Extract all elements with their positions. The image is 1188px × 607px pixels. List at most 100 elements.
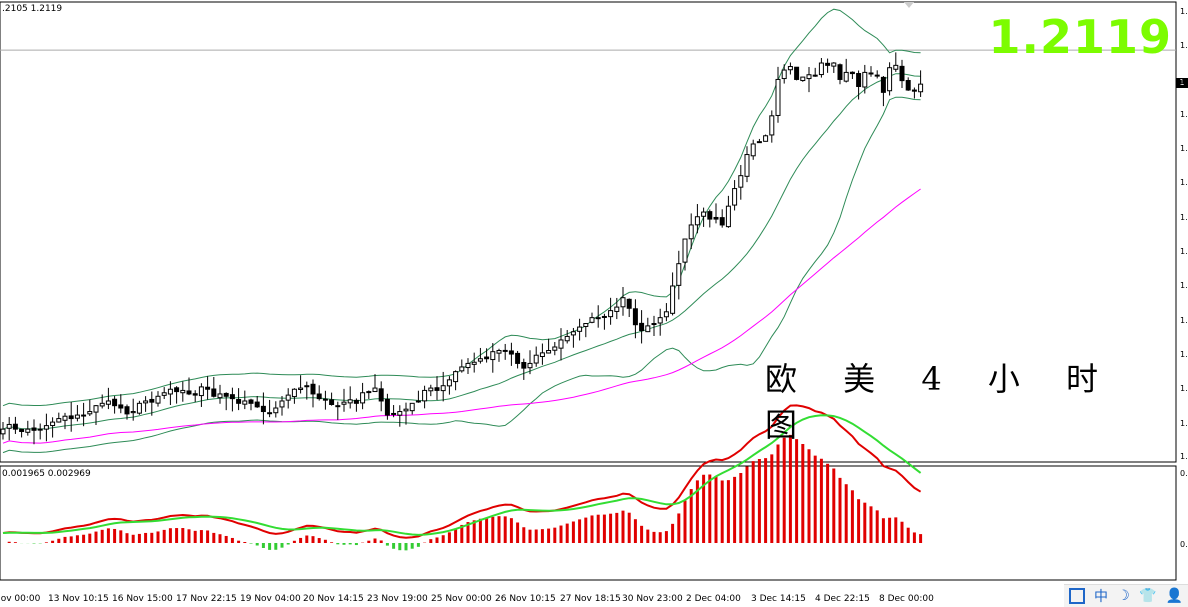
candle-body [335,405,341,408]
price-tick-label: 1. [1180,350,1188,359]
tray-checkbox-icon[interactable] [1068,588,1085,604]
candle-body [149,398,155,403]
candle-body [899,65,905,82]
tray-ime-chinese-icon[interactable]: 中 [1093,589,1108,605]
candle-body [136,402,142,414]
time-tick-label: 2 Dec 04:00 [686,594,741,604]
candle-body [397,411,403,416]
candle-body [186,390,192,395]
candle-body [31,427,37,431]
price-tick-label: 1. [1180,7,1188,16]
candle-body [769,115,775,136]
moving-average-line [2,188,921,444]
candle-body [322,398,328,401]
price-tick-label: 1. [1180,110,1188,119]
price-tick-label: 1. [1180,452,1188,461]
candle-body [496,350,502,354]
candle-body [812,74,818,77]
candle-body [99,402,105,407]
candle-body [657,317,663,324]
tray-shirt-icon[interactable]: 👕 [1139,588,1157,604]
candle-body [676,263,682,286]
candle-body [273,407,279,414]
price-tick-label: 1. [1180,384,1188,393]
current-price-tag: 1 [1176,78,1188,88]
candle-body [546,350,552,354]
tray-user-icon[interactable]: 👤 [1165,588,1184,604]
candle-body [601,315,607,318]
candle-body [490,351,496,361]
time-tick-label: 23 Nov 19:00 [367,594,428,604]
candle-body [422,389,428,402]
candle-body [775,78,781,116]
candle-body [837,64,843,80]
candle-body [180,389,186,394]
candle-body [663,311,669,318]
candle-body [911,89,917,92]
candle-body [465,362,471,369]
candle-body [849,71,855,75]
candle-body [725,205,731,228]
candle-body [558,339,564,349]
candle-body [800,76,806,82]
candle-body [248,399,254,404]
candle-body [316,393,322,400]
time-tick-label: 25 Nov 00:00 [431,594,492,604]
candle-body [6,423,12,429]
time-tick-label: 19 Nov 04:00 [240,594,301,604]
time-tick-label: 27 Nov 18:15 [560,594,621,604]
candle-body [843,71,849,82]
candle-body [378,388,384,402]
candle-body [694,216,700,226]
candle-body [794,66,800,80]
candle-body [124,406,130,415]
candle-body [267,412,273,415]
candle-body [831,62,837,67]
tray-moon-icon[interactable]: ☽ [1117,588,1130,604]
candle-body [130,411,136,414]
time-tick-label: 4 Dec 22:15 [815,594,870,604]
candle-body [521,361,527,369]
candle-body [93,405,99,413]
bollinger-lower-line [2,96,921,454]
candle-body [242,400,248,405]
candle-body [285,394,291,401]
candle-body [787,66,793,71]
candle-body [707,211,713,220]
candle-body [167,388,173,395]
candle-body [329,399,335,405]
time-tick-label: Nov 00:00 [0,594,41,604]
time-tick-label: 16 Nov 15:00 [112,594,173,604]
candle-body [403,408,409,412]
candle-body [366,391,372,394]
candle-body [37,428,43,431]
candle-body [341,401,347,405]
candle-body [856,73,862,87]
shift-marker [904,2,914,8]
main-pane-frame [0,1,1177,463]
candle-body [62,415,68,421]
candle-body [236,399,242,404]
candle-body [651,323,657,326]
candle-body [112,398,118,407]
candle-body [260,405,266,413]
candle-body [105,400,111,405]
candle-body [68,415,74,420]
time-tick-label: 13 Nov 10:15 [48,594,109,604]
candle-body [508,350,514,355]
candle-body [347,399,353,404]
candle-body [608,310,614,318]
bollinger-middle-line [2,73,921,430]
system-tray: 中 ☽ 👕 👤 [1064,584,1188,607]
macd-signal-line [2,414,922,536]
candle-body [502,349,508,352]
candle-body [732,188,738,206]
macd-axis-zero-label: 0.0 [1180,540,1188,549]
candle-body [688,224,694,240]
candle-body [552,346,558,351]
candle-body [868,72,874,75]
candle-body [862,71,868,88]
candle-body [484,356,490,360]
candle-body [459,366,465,372]
